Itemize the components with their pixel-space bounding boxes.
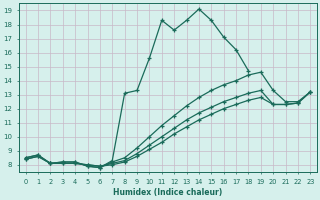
X-axis label: Humidex (Indice chaleur): Humidex (Indice chaleur) — [113, 188, 223, 197]
